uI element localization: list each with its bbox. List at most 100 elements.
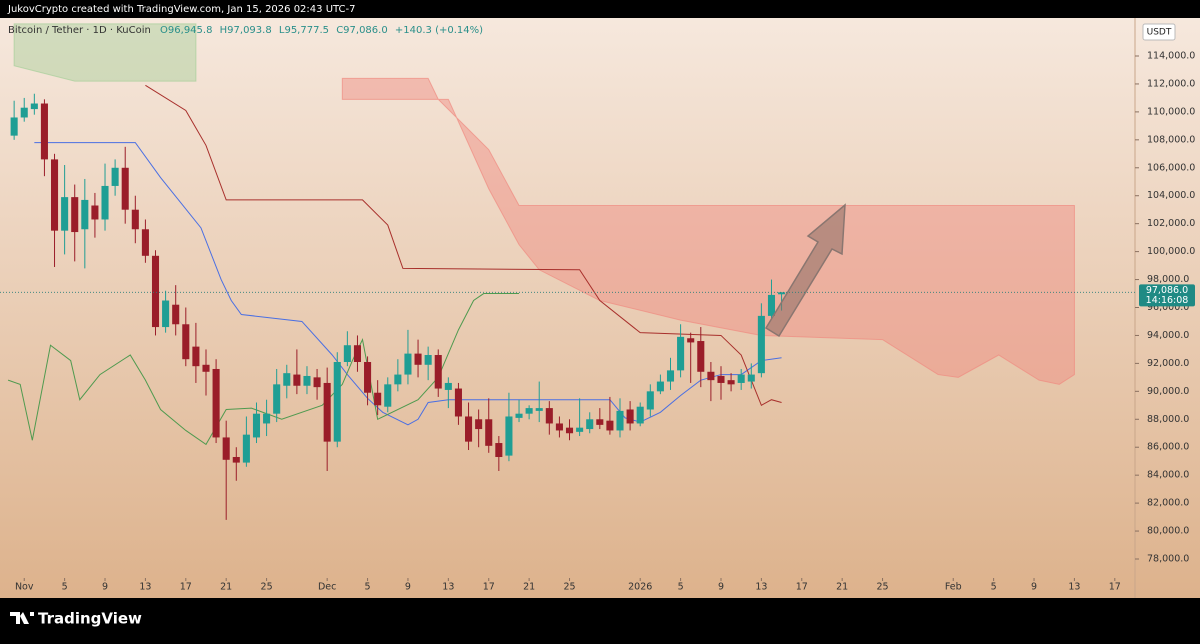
- y-tick-label: 86,000.0: [1147, 442, 1189, 453]
- header-text: JukovCrypto created with TradingView.com…: [7, 4, 356, 15]
- x-tick-label: 17: [796, 582, 808, 593]
- candle-body: [404, 353, 412, 375]
- annotation-arrow: [764, 203, 846, 338]
- x-tick-label: 5: [365, 582, 371, 593]
- x-tick-label: 25: [261, 582, 273, 593]
- candle-body: [384, 384, 392, 407]
- candle-body: [767, 294, 776, 316]
- x-tick-label: 25: [563, 582, 575, 593]
- currency-box: [1142, 23, 1176, 41]
- x-tick-label: 13: [1068, 582, 1080, 593]
- candle-body: [222, 437, 230, 460]
- x-tick-label: 9: [718, 582, 724, 593]
- candle-body: [162, 300, 170, 328]
- x-tick-label: 13: [139, 582, 151, 593]
- candle-body: [454, 388, 462, 417]
- candle-body: [81, 199, 89, 230]
- x-tick-label: 9: [405, 582, 411, 593]
- candle-body: [737, 374, 745, 383]
- candle-body: [242, 434, 250, 463]
- candle-body: [50, 159, 59, 231]
- candle-body: [626, 409, 634, 424]
- candle-body: [475, 419, 483, 430]
- x-tick-label: 2026: [628, 582, 652, 593]
- x-tick-label: 5: [991, 582, 997, 593]
- candle-body: [677, 336, 685, 371]
- candle-body: [656, 381, 664, 392]
- candle-body: [576, 427, 584, 432]
- candle-body: [343, 345, 351, 362]
- candle-body: [697, 341, 705, 372]
- candle-body: [293, 374, 301, 386]
- candle-body: [757, 315, 765, 374]
- x-tick-label: 17: [180, 582, 192, 593]
- y-tick-label: 78,000.0: [1147, 553, 1189, 564]
- candle-body: [727, 380, 735, 385]
- x-tick-label: Nov: [15, 582, 34, 593]
- candle-body: [646, 391, 654, 410]
- y-tick-label: 108,000.0: [1147, 134, 1195, 145]
- candle-body: [414, 353, 422, 365]
- y-tick-label: 84,000.0: [1147, 470, 1189, 481]
- candle-body: [30, 103, 38, 110]
- candle-body: [212, 368, 220, 438]
- candle-body: [616, 410, 624, 431]
- candle-body: [283, 373, 291, 386]
- countdown-label: 14:16:08: [1146, 295, 1189, 306]
- y-tick-label: 102,000.0: [1147, 218, 1195, 229]
- symbol-legend: Bitcoin / Tether · 1D · KuCoin O96,945.8…: [8, 25, 483, 36]
- candle-body: [465, 416, 473, 442]
- candle-body: [565, 427, 574, 434]
- candle-body: [778, 292, 786, 295]
- candle-body: [687, 338, 695, 343]
- candle-body: [111, 167, 119, 186]
- candle-body: [586, 419, 594, 430]
- candle-body: [121, 167, 129, 210]
- candle-body: [636, 406, 644, 424]
- footer-logo: [10, 612, 34, 624]
- candle-body: [263, 413, 271, 424]
- candle-body: [172, 304, 180, 325]
- candle-body: [313, 377, 321, 388]
- y-tick-label: 104,000.0: [1147, 190, 1195, 201]
- candle-body: [141, 229, 149, 256]
- y-tick-label: 80,000.0: [1147, 526, 1189, 537]
- candle-body: [707, 371, 715, 381]
- candle-body: [202, 364, 210, 372]
- y-tick-label: 88,000.0: [1147, 414, 1189, 425]
- candle-body: [666, 370, 675, 382]
- y-tick-label: 106,000.0: [1147, 162, 1195, 173]
- candle-body: [424, 355, 432, 365]
- candle-body: [273, 384, 281, 414]
- candle-body: [151, 255, 160, 328]
- candle-body: [555, 423, 563, 431]
- candle-body: [192, 346, 200, 367]
- header-bar: [0, 0, 1200, 18]
- last-price-label: 97,086.0: [1146, 285, 1188, 296]
- y-tick-label: 100,000.0: [1147, 246, 1195, 257]
- candle-body: [525, 408, 533, 414]
- candle-body: [232, 457, 240, 463]
- y-tick-label: 92,000.0: [1147, 358, 1189, 369]
- candle-body: [91, 205, 99, 220]
- candle-body: [374, 392, 382, 406]
- x-tick-label: 17: [1109, 582, 1121, 593]
- candle-body: [747, 374, 755, 382]
- candle-body: [444, 382, 452, 390]
- footer-bar: [0, 598, 1200, 640]
- x-tick-label: 13: [755, 582, 767, 593]
- candle-body: [61, 197, 69, 231]
- currency-label: USDT: [1147, 28, 1172, 38]
- candle-body: [131, 209, 139, 230]
- candle-body: [434, 355, 442, 389]
- cloud-area: [341, 77, 1075, 385]
- candle-body: [495, 443, 503, 458]
- candle-body: [545, 408, 553, 424]
- x-tick-label: 21: [220, 582, 232, 593]
- x-tick-label: Feb: [945, 582, 962, 593]
- candle-body: [10, 117, 18, 136]
- y-tick-label: 114,000.0: [1147, 51, 1195, 62]
- candle-body: [364, 361, 372, 393]
- x-tick-label: 5: [62, 582, 68, 593]
